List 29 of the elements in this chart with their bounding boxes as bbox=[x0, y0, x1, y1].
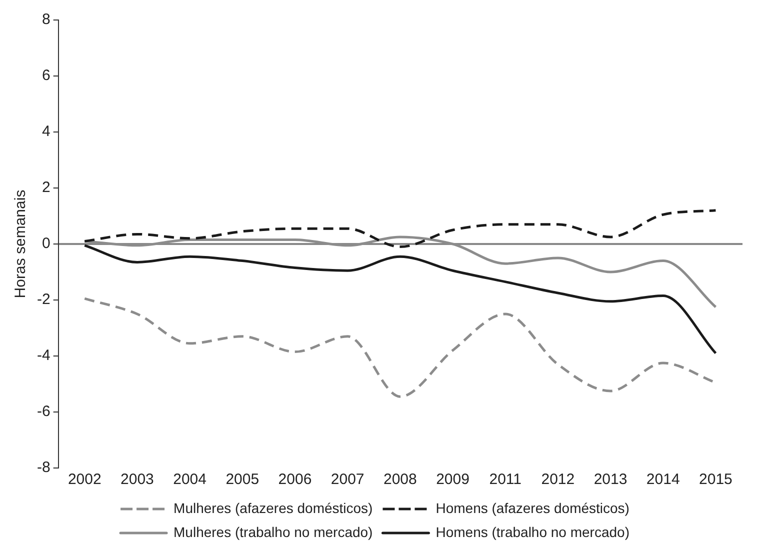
line-series bbox=[83, 209, 717, 248]
x-tick-label: 2015 bbox=[699, 471, 732, 488]
y-tick-label: 6 bbox=[42, 67, 50, 84]
x-tick-label: 2006 bbox=[278, 471, 312, 488]
x-tick-label: 2003 bbox=[120, 471, 154, 488]
legend-label: Mulheres (afazeres domésticos) bbox=[174, 500, 373, 516]
legend-label: Homens (afazeres domésticos) bbox=[436, 500, 630, 516]
legend-label: Mulheres (trabalho no mercado) bbox=[174, 524, 373, 540]
x-tick-label: 2005 bbox=[226, 471, 260, 488]
x-tick-label: 2014 bbox=[646, 471, 680, 488]
y-tick-label: 0 bbox=[42, 235, 50, 252]
line-series bbox=[83, 244, 717, 354]
y-tick-label: 2 bbox=[42, 179, 50, 196]
x-tick-label: 2008 bbox=[383, 471, 417, 488]
y-tick-label: -2 bbox=[36, 291, 50, 308]
y-axis-title: Horas semanais bbox=[12, 190, 30, 298]
x-tick-label: 2009 bbox=[436, 471, 470, 488]
x-tick-label: 2004 bbox=[173, 471, 206, 488]
x-tick-label: 2012 bbox=[541, 471, 575, 488]
y-tick-label: -4 bbox=[36, 347, 50, 364]
x-tick-label: 2002 bbox=[68, 471, 102, 488]
x-tick-label: 2011 bbox=[489, 471, 522, 488]
x-tick-label: 2007 bbox=[330, 471, 364, 488]
y-tick-label: -8 bbox=[36, 459, 50, 476]
x-tick-label: 2013 bbox=[594, 471, 628, 488]
y-tick-label: 4 bbox=[42, 123, 50, 140]
legend-label: Homens (trabalho no mercado) bbox=[436, 524, 630, 540]
y-tick-label: -6 bbox=[36, 403, 50, 420]
y-tick-label: 8 bbox=[42, 11, 50, 28]
